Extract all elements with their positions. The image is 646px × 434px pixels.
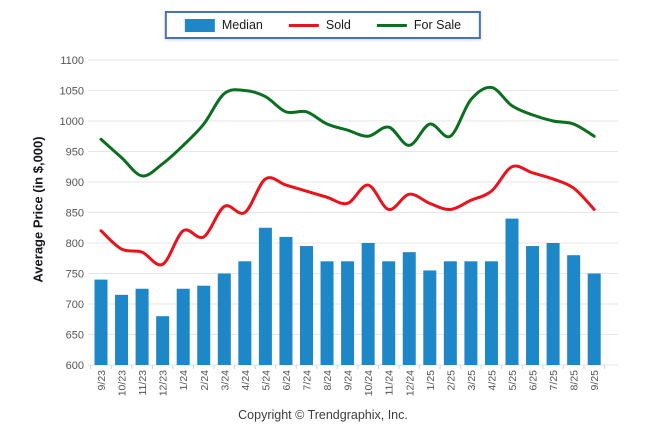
median-bar	[300, 246, 313, 365]
x-tick-label: 9/23	[96, 370, 108, 391]
x-tick-label: 12/24	[404, 370, 416, 396]
median-bar	[341, 261, 355, 365]
x-tick-label: 1/24	[178, 370, 190, 391]
legend-item-sold: Sold	[288, 18, 351, 32]
x-tick-label: 9/24	[343, 370, 355, 391]
x-tick-label: 5/25	[507, 370, 519, 391]
legend-label-for-sale: For Sale	[413, 18, 462, 32]
sold-line	[99, 164, 596, 267]
median-bar-swatch-icon	[184, 18, 215, 32]
legend-label-median: Median	[221, 18, 263, 32]
median-bar	[526, 246, 540, 365]
median-bar	[382, 261, 396, 365]
median-bar	[238, 261, 252, 365]
x-tick-label: 11/24	[384, 370, 396, 396]
y-tick-label: 700	[66, 299, 84, 311]
median-bar	[402, 252, 416, 365]
y-tick-label: 950	[66, 147, 84, 159]
for-sale-line-swatch-icon	[376, 23, 407, 27]
median-bar	[279, 236, 293, 365]
x-tick-label: 4/24	[240, 370, 252, 391]
median-bar	[94, 279, 108, 365]
legend-item-for-sale: For Sale	[376, 18, 462, 32]
median-bar	[567, 255, 581, 365]
x-tick-label: 4/25	[486, 370, 498, 391]
x-tick-label: 6/24	[281, 370, 293, 391]
median-bar	[484, 261, 498, 365]
median-bar	[505, 218, 519, 365]
y-tick-label: 750	[66, 269, 84, 281]
x-tick-label: 2/25	[445, 370, 457, 391]
chart-legend: Median Sold For Sale	[164, 11, 482, 39]
median-bar	[320, 261, 334, 365]
legend-item-median: Median	[184, 18, 263, 32]
x-tick-label: 5/24	[260, 370, 272, 391]
legend-label-sold: Sold	[325, 18, 351, 32]
y-tick-label: 850	[66, 208, 84, 220]
y-tick-label: 650	[66, 330, 84, 342]
y-tick-label: 600	[66, 360, 84, 372]
median-bar	[361, 243, 375, 365]
x-tick-label: 10/23	[117, 370, 129, 396]
y-axis-title: Average Price (in $,000)	[30, 136, 46, 283]
x-tick-label: 10/24	[363, 370, 375, 396]
x-tick-label: 8/25	[569, 370, 581, 391]
x-tick-label: 2/24	[199, 370, 211, 391]
median-bar	[156, 316, 170, 365]
sold-line-swatch-icon	[288, 23, 319, 27]
y-tick-label: 800	[66, 238, 84, 250]
median-bar	[423, 270, 437, 365]
median-bar	[197, 285, 211, 365]
median-bar	[176, 288, 190, 365]
x-tick-label: 3/25	[466, 370, 478, 391]
x-tick-label: 7/25	[548, 370, 560, 391]
y-tick-label: 1050	[60, 86, 84, 98]
x-tick-label: 7/24	[302, 370, 314, 391]
median-bar	[546, 243, 560, 365]
y-tick-label: 900	[66, 177, 84, 189]
for-sale-line	[99, 85, 596, 178]
x-tick-label: 11/23	[137, 370, 149, 396]
median-bar	[464, 261, 478, 365]
x-tick-label: 8/24	[322, 370, 334, 391]
price-trend-chart: 600 650 700 750 800 850 900 950 1000 1050 1100 9/23…	[60, 55, 618, 396]
x-tick-label: 12/23	[158, 370, 170, 396]
median-bar	[443, 261, 457, 365]
median-bar	[258, 227, 272, 365]
copyright-text: Copyright © Trendgraphix, Inc.	[238, 408, 408, 422]
x-tick-label: 6/25	[528, 370, 540, 391]
median-bar	[587, 273, 601, 365]
x-tick-label: 3/24	[219, 370, 231, 391]
median-bar	[135, 288, 149, 365]
median-bar	[217, 273, 231, 365]
median-bar	[115, 294, 129, 365]
y-tick-label: 1100	[60, 55, 84, 67]
y-tick-label: 1000	[60, 116, 84, 128]
x-tick-label: 9/25	[589, 370, 601, 391]
x-tick-label: 1/25	[425, 370, 437, 391]
